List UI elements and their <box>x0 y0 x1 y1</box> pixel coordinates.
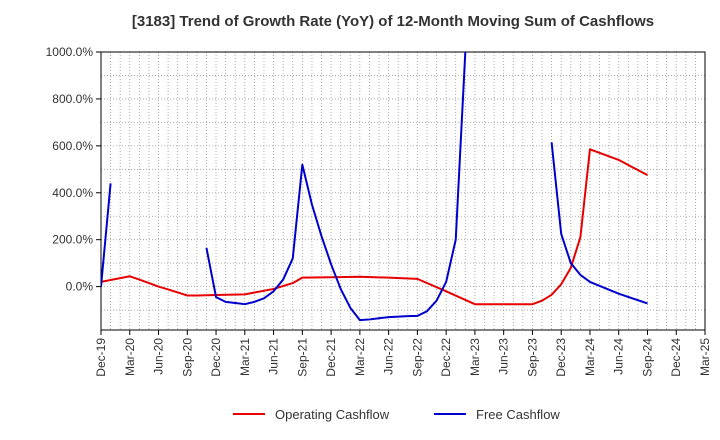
series-line-free-cashflow <box>101 183 112 287</box>
grid <box>101 52 705 330</box>
x-tick-label: Dec-22 <box>439 338 453 377</box>
y-tick-label: 600.0% <box>52 139 93 153</box>
y-tick-label: 400.0% <box>52 186 93 200</box>
x-axis: Dec-19 Mar-20 Jun-20 Sep-20 Dec-20 Mar-21 Jun-… <box>94 330 712 377</box>
x-tick-label: Sep-23 <box>525 338 539 377</box>
series-group <box>101 52 648 322</box>
legend-label-free-cashflow: Free Cashflow <box>476 407 560 422</box>
x-tick-label: Mar-24 <box>583 338 597 376</box>
legend: Operating Cashflow Free Cashflow <box>233 407 560 422</box>
x-tick-label: Dec-21 <box>324 338 338 377</box>
y-axis: 0.0% 200.0% 400.0% 600.0% 800.0% 1000.0% <box>46 45 101 294</box>
y-tick-label: 0.0% <box>66 280 94 294</box>
series-line-operating-cashflow <box>101 148 648 306</box>
y-tick-label: 1000.0% <box>46 45 94 59</box>
plot-area <box>100 51 706 331</box>
x-tick-label: Jun-22 <box>382 338 396 375</box>
legend-label-operating-cashflow: Operating Cashflow <box>275 407 390 422</box>
y-tick-label: 800.0% <box>52 92 93 106</box>
x-tick-label: Dec-19 <box>94 338 108 377</box>
x-tick-label: Dec-20 <box>209 338 223 377</box>
x-tick-label: Jun-23 <box>497 338 511 375</box>
x-tick-label: Dec-24 <box>669 338 683 377</box>
x-tick-label: Jun-20 <box>152 338 166 375</box>
x-tick-label: Jun-24 <box>612 338 626 375</box>
x-tick-label: Sep-21 <box>295 338 309 377</box>
x-tick-label: Mar-20 <box>123 338 137 376</box>
chart-title: [3183] Trend of Growth Rate (YoY) of 12-… <box>132 13 654 30</box>
series-line-free-cashflow <box>550 142 648 305</box>
x-tick-label: Sep-22 <box>410 338 424 377</box>
x-tick-label: Sep-24 <box>640 338 654 377</box>
x-tick-label: Jun-21 <box>267 338 281 375</box>
x-tick-label: Dec-23 <box>554 338 568 377</box>
series-line-free-cashflow <box>205 52 467 322</box>
y-tick-label: 200.0% <box>52 233 93 247</box>
x-tick-label: Mar-25 <box>698 338 712 376</box>
x-tick-label: Sep-20 <box>180 338 194 377</box>
x-tick-label: Mar-22 <box>353 338 367 376</box>
x-tick-label: Mar-21 <box>238 338 252 376</box>
x-tick-label: Mar-23 <box>468 338 482 376</box>
